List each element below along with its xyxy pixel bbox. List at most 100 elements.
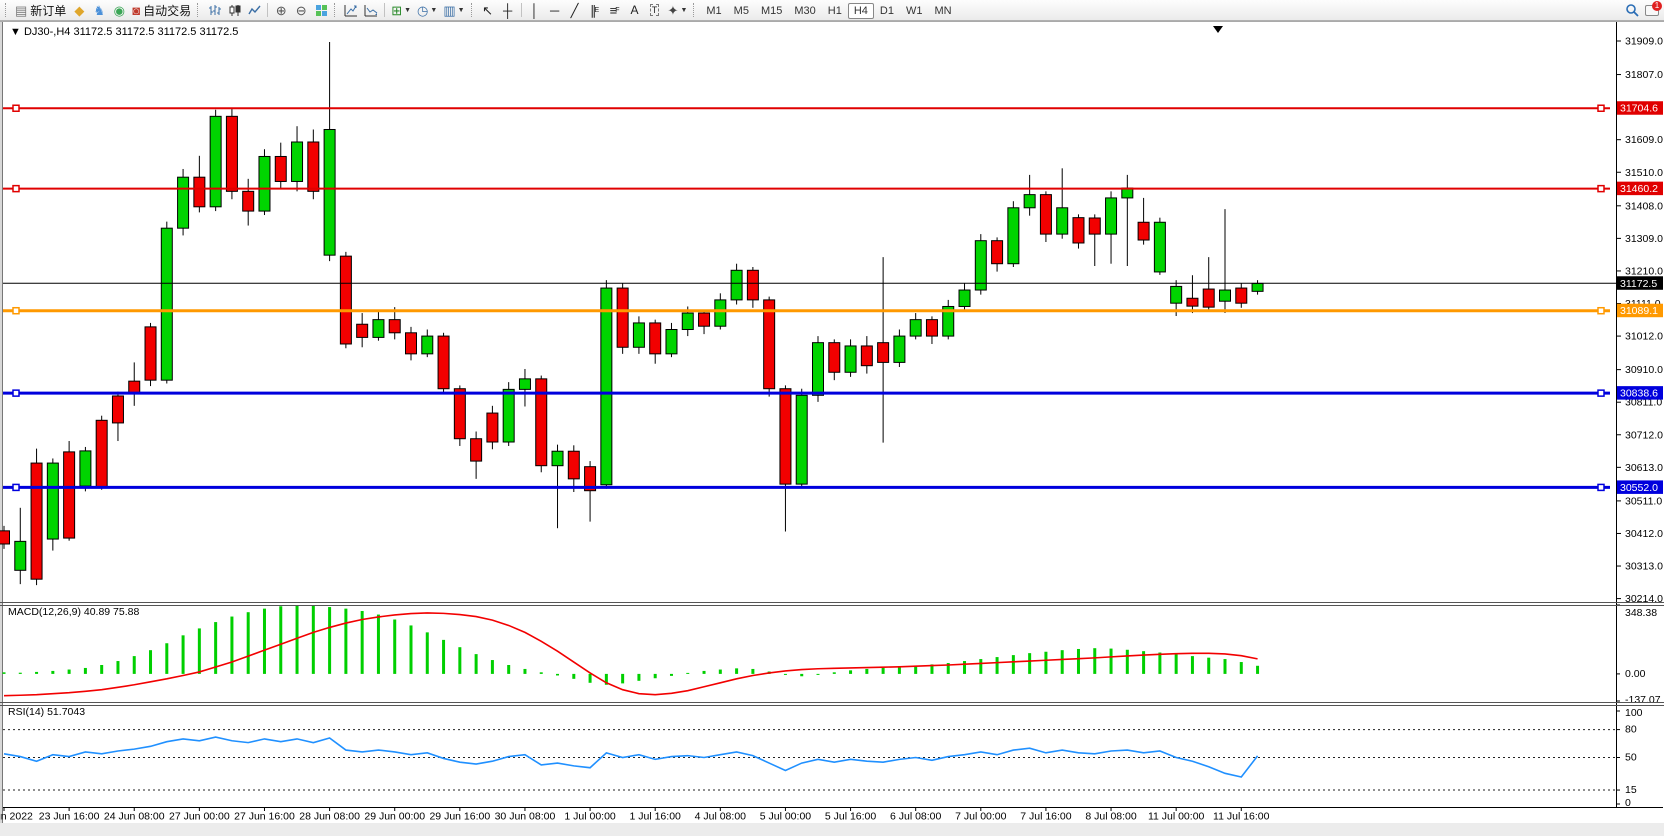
- timeframe-H1[interactable]: H1: [822, 3, 848, 19]
- indicator-list-button[interactable]: [361, 1, 381, 19]
- timeframe-H4[interactable]: H4: [847, 3, 874, 19]
- line-handle[interactable]: [1597, 306, 1605, 315]
- toolbar-group-handle[interactable]: [470, 3, 475, 17]
- timeframe-D1[interactable]: D1: [874, 3, 900, 19]
- macd-histogram-bar: [1223, 659, 1227, 674]
- toolbar-group-handle[interactable]: [693, 3, 697, 17]
- text-tool-button[interactable]: A: [625, 1, 645, 19]
- time-axis[interactable]: 23 Jun 2022 23 Jun 16:00 24 Jun 08:00 27 Ju…: [0, 807, 1663, 823]
- timeframe-M30[interactable]: M30: [788, 3, 821, 19]
- chart-shift-marker[interactable]: [1213, 26, 1223, 33]
- line-handle[interactable]: [12, 184, 20, 193]
- time-tick-label: 27 Jun 00:00: [169, 811, 230, 823]
- fibonacci-tool-button[interactable]: ≡ F: [605, 1, 625, 19]
- macd-histogram-bar: [1174, 654, 1178, 674]
- price-tick-label: 31210.0: [1625, 265, 1663, 277]
- line-handle[interactable]: [1597, 389, 1605, 397]
- rsi-panel[interactable]: RSI(14) 51.7043 100 80 50 150: [3, 706, 1643, 809]
- search-button[interactable]: [1622, 1, 1642, 19]
- new-order-icon: ▤: [15, 2, 28, 18]
- new-order-label: 新订单: [30, 3, 67, 18]
- channel-tool-button[interactable]: ∥ E: [585, 1, 605, 19]
- line-handle[interactable]: [12, 306, 20, 315]
- period-clock-button[interactable]: ◷ ▼: [414, 1, 440, 19]
- line-handle[interactable]: [12, 104, 20, 112]
- toolbar-group-handle[interactable]: [197, 3, 201, 17]
- vertical-line-tool-button[interactable]: │: [525, 1, 545, 19]
- candle-bull: [812, 342, 824, 396]
- zoom-out-icon: ⊖: [295, 2, 307, 18]
- timeframe-M15[interactable]: M15: [755, 3, 788, 19]
- line-chart-mode-button[interactable]: [244, 1, 264, 19]
- toolbar-group-handle[interactable]: [334, 3, 338, 17]
- macd-scale-label: 0.00: [1625, 668, 1646, 680]
- macd-histogram-bar: [149, 650, 153, 674]
- dropdown-caret-icon: ▼: [430, 6, 438, 14]
- text-label-tool-button[interactable]: T: [645, 1, 665, 19]
- notifications-button[interactable]: 1: [1642, 1, 1662, 19]
- macd-histogram-bar: [51, 670, 55, 674]
- community-button[interactable]: ♞: [89, 1, 109, 19]
- autotrade-button[interactable]: ◙ 自动交易: [129, 1, 194, 19]
- candle-chart-mode-button[interactable]: [224, 1, 244, 19]
- macd-histogram-bar: [800, 673, 804, 677]
- macd-histogram-bar: [702, 670, 706, 674]
- horizontal-line-tool-button[interactable]: ─: [545, 1, 565, 19]
- timeframe-M5[interactable]: M5: [728, 3, 755, 19]
- shapes-tool-button[interactable]: ✦ ▼: [665, 1, 691, 19]
- time-tick-label: 11 Jul 16:00: [1213, 811, 1270, 823]
- macd-histogram-bar: [1239, 662, 1243, 674]
- macd-histogram-bar: [1207, 657, 1211, 674]
- candle-bull: [1105, 197, 1118, 235]
- line-handle[interactable]: [1597, 483, 1605, 492]
- crosshair-button[interactable]: ┼: [498, 1, 518, 19]
- tile-windows-button[interactable]: [311, 1, 331, 19]
- candle-bear: [1137, 221, 1150, 241]
- bar-chart-mode-button[interactable]: [204, 1, 224, 19]
- zoom-in-button[interactable]: ⊕: [271, 1, 291, 19]
- trendline-tool-button[interactable]: ╱: [565, 1, 585, 19]
- price-tick-label: 30511.0: [1625, 495, 1662, 507]
- line-handle[interactable]: [12, 389, 20, 397]
- chart-window[interactable]: ▼ DJ30-,H4 31172.5 31172.5 31172.5 31172…: [0, 21, 1664, 831]
- rsi-scale-label: 80: [1625, 724, 1637, 736]
- candle-bull: [1023, 194, 1036, 209]
- timeframe-MN[interactable]: MN: [928, 3, 957, 19]
- chart-arrow-right-icon: [364, 4, 378, 16]
- timeframe-W1[interactable]: W1: [900, 3, 929, 19]
- rsi-label: RSI(14) 51.7043: [8, 706, 85, 718]
- indicator-window-button[interactable]: [341, 1, 361, 19]
- new-chart-button[interactable]: ⊞ ▼: [388, 1, 414, 19]
- line-handle[interactable]: [1597, 184, 1605, 193]
- main-price-panel[interactable]: ▼ DJ30-,H4 31172.5 31172.5 31172.5 31172…: [0, 26, 1616, 586]
- price-axis[interactable]: 31909.0 31807.0 31609.0 31510.0 31408.0 31309…: [1616, 22, 1663, 808]
- candle-bull: [551, 450, 564, 467]
- macd-histogram-bar: [669, 673, 673, 676]
- macd-histogram-bar: [995, 657, 999, 674]
- candle-bear: [274, 155, 287, 182]
- macd-histogram-bar: [507, 664, 511, 674]
- templates-button[interactable]: ▥ ▼: [440, 1, 467, 19]
- candle-bull: [909, 319, 922, 337]
- macd-histogram-bar: [100, 664, 104, 674]
- toolbar-drag-handle[interactable]: [5, 3, 9, 17]
- new-order-button[interactable]: ▤ 新订单: [12, 1, 69, 19]
- macd-scale-label: -137.07: [1625, 694, 1661, 706]
- time-tick-label: 24 Jun 08:00: [104, 811, 165, 823]
- candle-bull: [209, 115, 222, 208]
- mql-market-button[interactable]: ◆: [69, 1, 89, 19]
- candle-bear: [535, 378, 548, 467]
- timeframe-M1[interactable]: M1: [700, 3, 727, 19]
- price-badge-label: 31172.5: [1620, 278, 1657, 290]
- candle-bull: [1219, 289, 1231, 302]
- line-handle[interactable]: [1597, 104, 1605, 112]
- macd-histogram-bar: [262, 608, 266, 674]
- signals-button[interactable]: ◉: [109, 1, 129, 19]
- autotrade-icon: ◙: [132, 2, 141, 18]
- zoom-out-button[interactable]: ⊖: [291, 1, 311, 19]
- timeframe-group: M1 M5 M15 M30 H1 H4 D1 W1 MN: [700, 1, 957, 19]
- cursor-button[interactable]: ↖: [478, 1, 498, 19]
- time-tick-label: 5 Jul 00:00: [760, 811, 812, 823]
- chart-svg[interactable]: ▼ DJ30-,H4 31172.5 31172.5 31172.5 31172…: [0, 21, 1664, 831]
- line-handle[interactable]: [12, 483, 20, 492]
